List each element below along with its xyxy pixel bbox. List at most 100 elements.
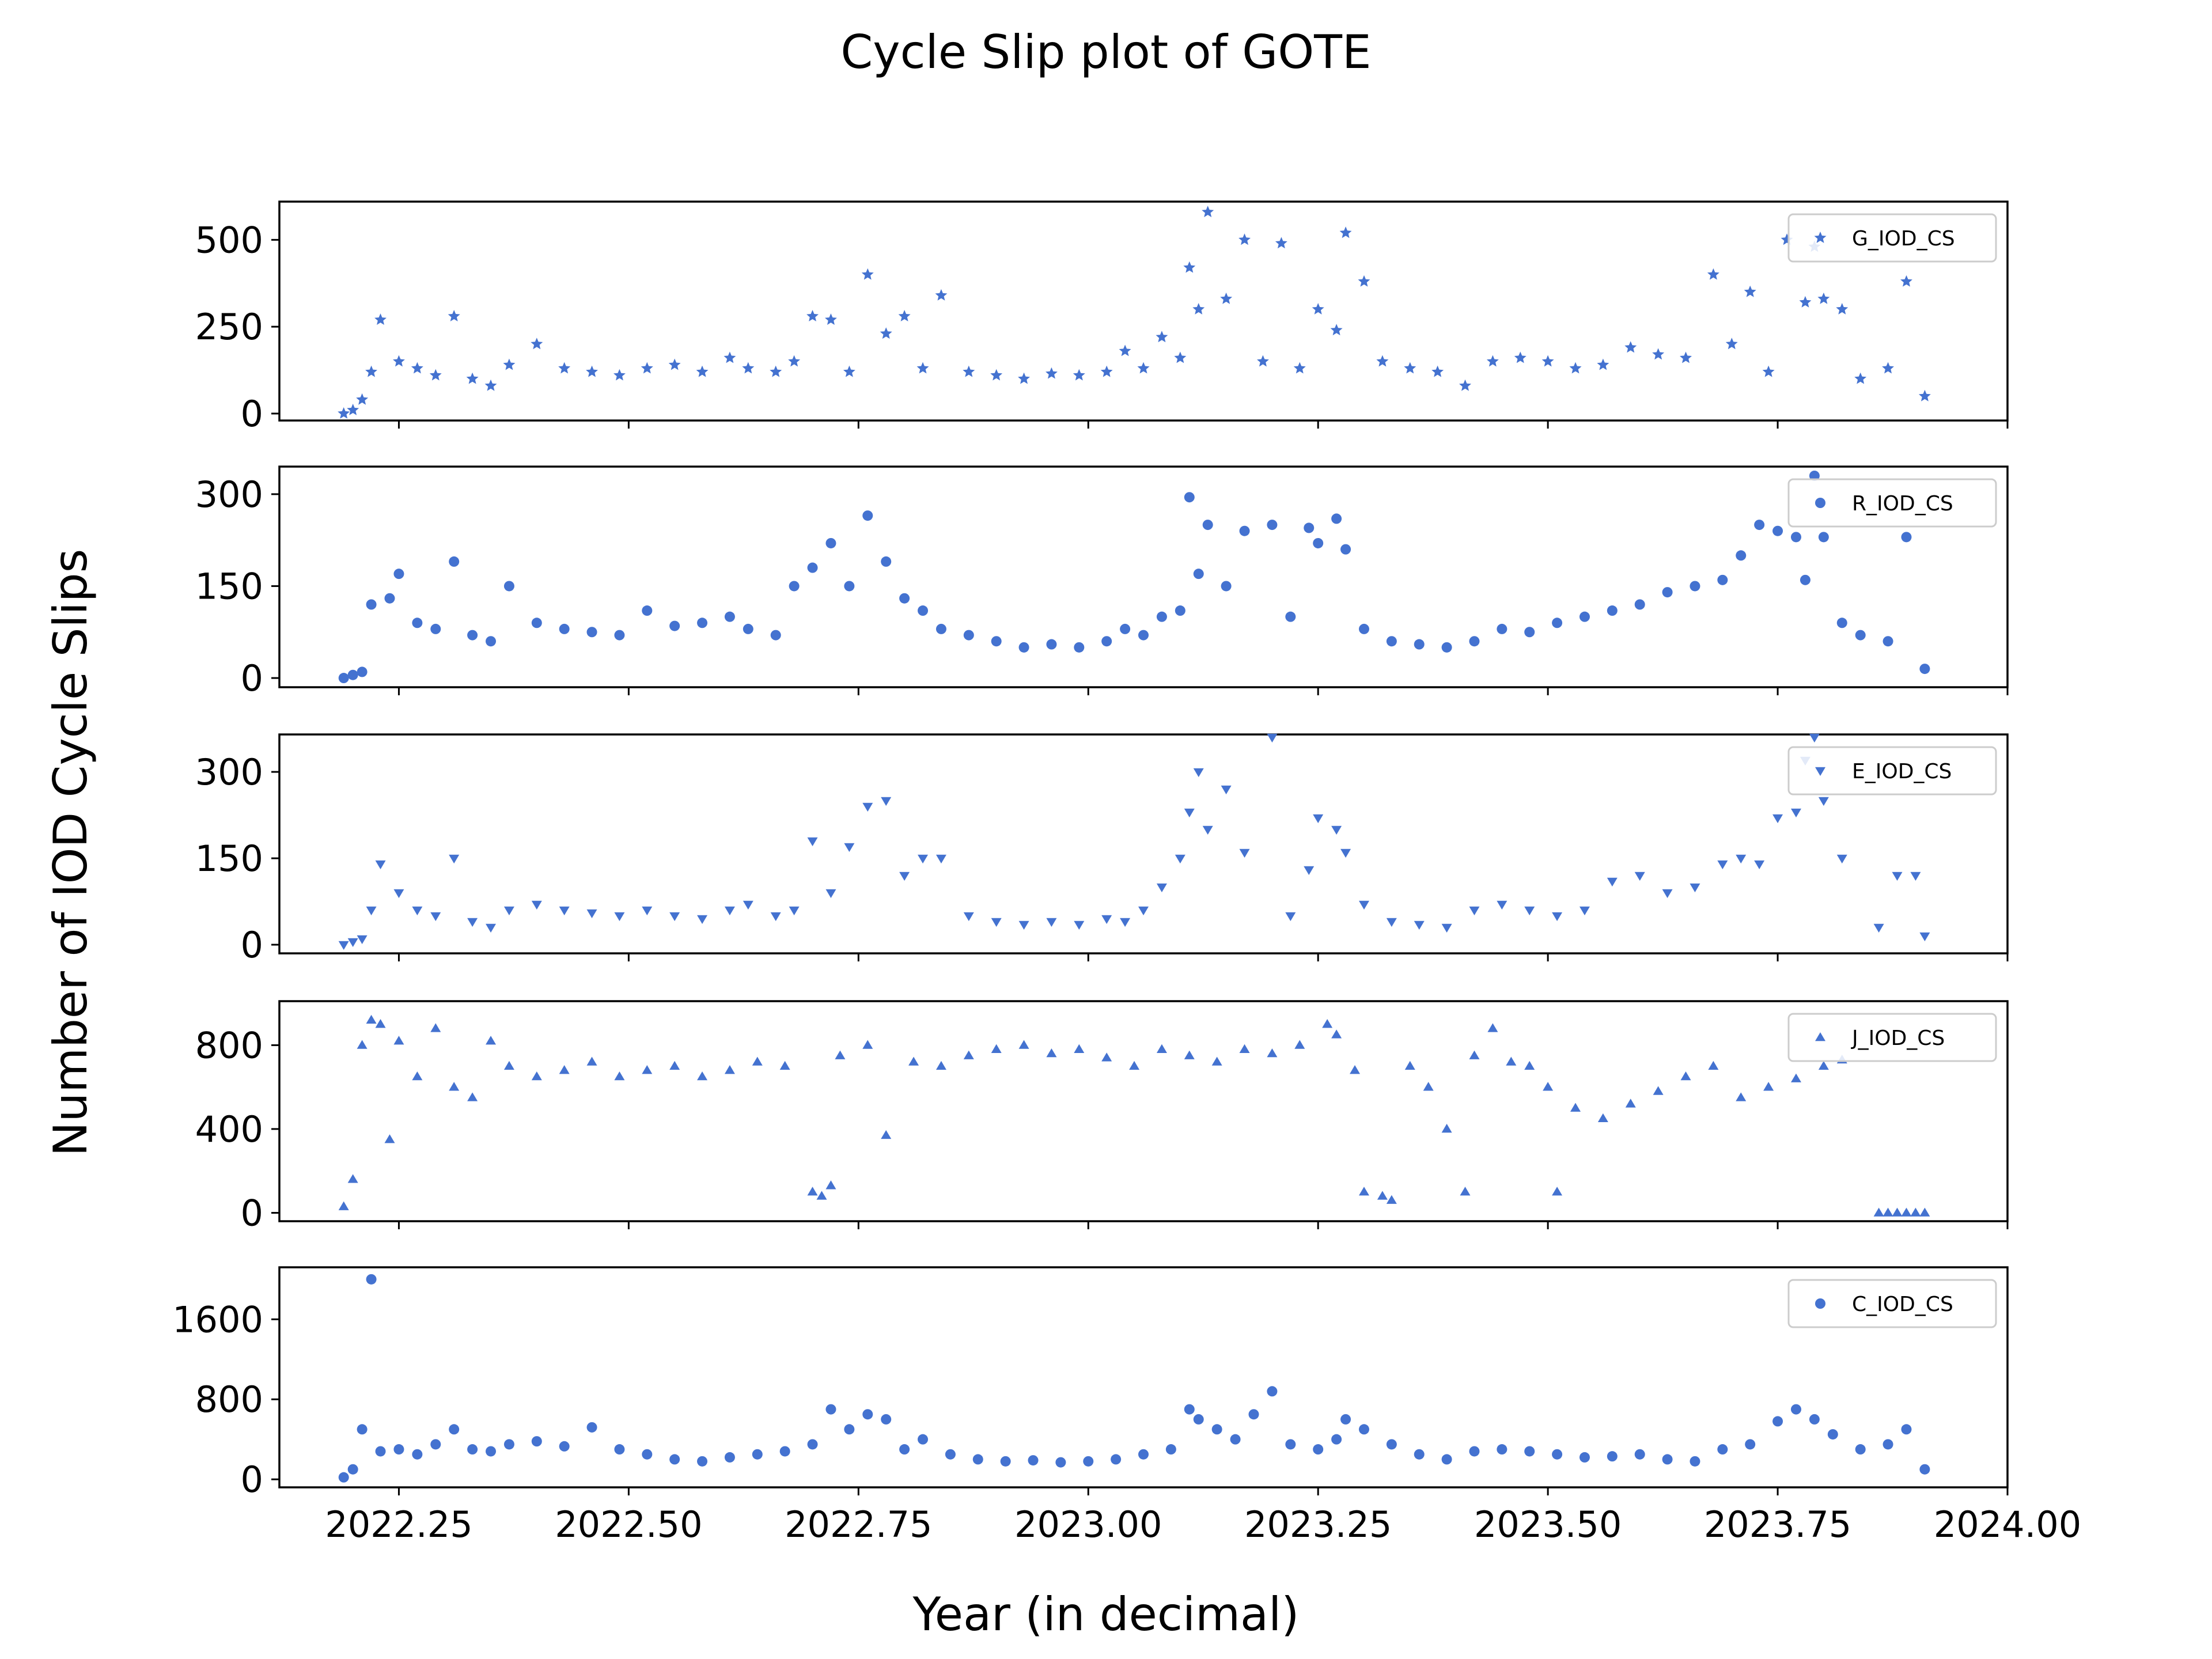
data-points (338, 733, 1930, 950)
data-point (429, 369, 442, 381)
data-point (862, 1040, 873, 1049)
data-point (752, 1056, 763, 1066)
data-point (1790, 1404, 1801, 1415)
data-point (1717, 860, 1728, 869)
data-point (1193, 1414, 1204, 1425)
data-point (1855, 1444, 1866, 1455)
data-point (1717, 574, 1728, 585)
data-point (1414, 1449, 1425, 1460)
y-tick-label: 300 (195, 751, 263, 793)
data-point (1285, 611, 1296, 622)
data-point (1607, 605, 1618, 616)
data-point (1386, 918, 1397, 927)
data-point (825, 313, 837, 325)
data-point (642, 906, 653, 915)
data-point (1074, 1044, 1085, 1053)
data-point (1634, 1449, 1645, 1460)
data-point (1772, 525, 1783, 536)
data-point (991, 918, 1002, 927)
data-point (1892, 1207, 1903, 1217)
data-point (1386, 636, 1397, 647)
data-point (1193, 768, 1204, 777)
data-point (1597, 1113, 1608, 1123)
data-point (770, 365, 782, 377)
data-point (1340, 849, 1351, 858)
data-point (1809, 470, 1820, 481)
data-point (1239, 525, 1250, 536)
data-point (1652, 348, 1665, 360)
data-point (918, 1434, 929, 1445)
data-point (586, 627, 597, 638)
data-point (1330, 324, 1343, 336)
data-point (1230, 1434, 1241, 1445)
data-point (1736, 854, 1747, 863)
data-point (1000, 1456, 1011, 1467)
data-point (366, 1014, 377, 1024)
data-point (559, 906, 570, 915)
data-point (1221, 581, 1232, 592)
data-point (347, 1464, 358, 1475)
data-point (1662, 1454, 1673, 1465)
data-point (1744, 285, 1756, 297)
data-point (1469, 906, 1480, 915)
data-point (1312, 303, 1324, 315)
data-point (916, 362, 929, 374)
data-point (1799, 296, 1812, 308)
data-point (1404, 1060, 1415, 1070)
data-point (1184, 808, 1195, 817)
subplot-r-iod-cs: 0 150 300 R_IOD_CS (195, 465, 2009, 699)
legend-marker (1815, 1032, 1825, 1041)
data-point (614, 630, 625, 641)
data-point (503, 906, 514, 915)
data-point (742, 362, 755, 374)
data-point (1754, 520, 1765, 531)
data-point (1827, 1429, 1838, 1440)
data-point (1239, 849, 1250, 858)
data-point (1809, 733, 1820, 743)
subplot-c-iod-cs: 0 800 1600 2022.25 2022.50 2022.75 2023.00 2023… (172, 1266, 2081, 1546)
data-point (1497, 1444, 1508, 1455)
data-point (393, 1036, 404, 1045)
data-point (668, 358, 681, 370)
data-point (1018, 1040, 1029, 1049)
data-point (935, 854, 946, 863)
data-point (1552, 912, 1563, 921)
data-point (357, 666, 368, 677)
data-points (338, 206, 1931, 419)
data-point (559, 1441, 570, 1452)
legend-box (1787, 1279, 1997, 1328)
data-point (1736, 1092, 1747, 1101)
legend: E_IOD_CS (1787, 746, 1997, 796)
data-point (1192, 303, 1205, 315)
data-point (1358, 900, 1369, 910)
data-point (724, 351, 736, 363)
figure-title: Cycle Slip plot of GOTE (840, 25, 1371, 79)
data-point (1607, 877, 1618, 887)
data-points (338, 470, 1930, 684)
data-point (1552, 1187, 1563, 1196)
data-point (789, 906, 800, 915)
legend-label: J_IOD_CS (1851, 1027, 1945, 1050)
data-point (412, 1071, 423, 1081)
data-point (559, 1065, 570, 1074)
data-point (1818, 532, 1829, 543)
data-point (1267, 1386, 1278, 1397)
data-point (613, 369, 626, 381)
legend-marker (1815, 767, 1825, 776)
data-point (1910, 1207, 1921, 1217)
data-point (881, 1414, 892, 1425)
data-point (825, 889, 836, 898)
y-tick-label: 150 (195, 838, 263, 880)
data-point (1469, 1446, 1480, 1457)
data-point (1883, 1207, 1893, 1217)
data-point (1340, 544, 1351, 555)
data-point (1138, 1449, 1149, 1460)
data-point (1579, 906, 1590, 915)
legend-label: C_IOD_CS (1852, 1293, 1953, 1316)
data-point (806, 310, 819, 321)
data-point (430, 1023, 441, 1032)
data-point (503, 581, 514, 592)
data-point (963, 630, 974, 641)
data-point (779, 1060, 790, 1070)
data-point (1873, 923, 1884, 933)
